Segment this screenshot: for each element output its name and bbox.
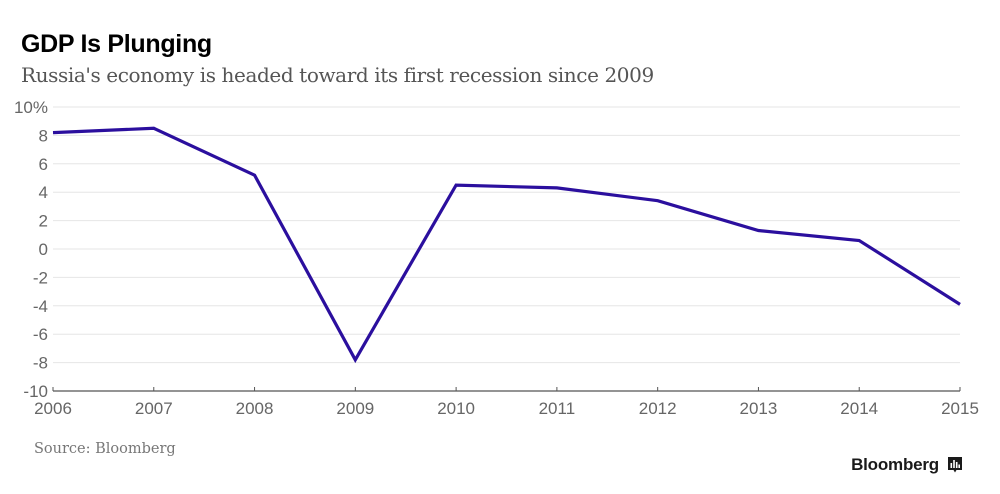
x-tick-label: 2012	[639, 399, 677, 418]
bloomberg-logo: Bloomberg	[851, 455, 963, 475]
y-tick-label: -2	[33, 268, 48, 287]
x-tick-label: 2011	[539, 399, 576, 418]
source-note: Source: Bloomberg	[34, 441, 176, 457]
x-tick-label: 2015	[941, 399, 979, 418]
y-tick-label: 10%	[14, 98, 48, 117]
y-tick-label: 8	[39, 126, 48, 145]
line-chart: 10% 8 6 4 2 0 -2 -4 -6 -8 -10 2006 2007 2008 2009 2010…	[14, 98, 979, 418]
x-tick-label: 2009	[336, 399, 374, 418]
x-tick-label: 2006	[34, 399, 72, 418]
y-tick-label: 0	[39, 240, 48, 259]
brand-name: Bloomberg	[851, 455, 939, 474]
y-tick-label: -4	[33, 297, 48, 316]
y-tick-label: 6	[39, 155, 48, 174]
y-tick-label: 4	[39, 183, 48, 202]
bar-chart-icon	[947, 456, 963, 474]
y-axis-labels: 10% 8 6 4 2 0 -2 -4 -6 -8 -10	[14, 98, 48, 401]
chart-subtitle: Russia's economy is headed toward its fi…	[21, 63, 654, 87]
x-axis	[52, 387, 961, 392]
series-line	[52, 126, 961, 364]
series	[52, 126, 961, 364]
x-tick-label: 2007	[135, 399, 173, 418]
x-tick-label: 2013	[740, 399, 778, 418]
gridlines	[53, 106, 960, 364]
chart-title: GDP Is Plunging	[21, 30, 212, 58]
y-tick-label: 2	[39, 212, 48, 231]
y-tick-label: -6	[33, 325, 48, 344]
x-tick-label: 2010	[437, 399, 475, 418]
x-tick-label: 2008	[236, 399, 274, 418]
y-tick-label: -8	[33, 354, 48, 373]
y-tick-label: -10	[23, 382, 48, 401]
x-axis-labels: 2006 2007 2008 2009 2010 2011 2012 2013 2014 2015	[34, 399, 979, 418]
x-tick-label: 2014	[840, 399, 878, 418]
